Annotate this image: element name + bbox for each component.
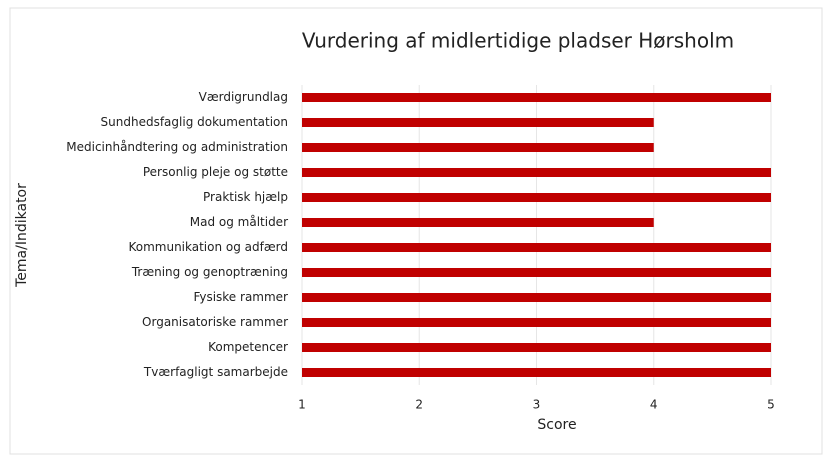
- bar: [302, 143, 654, 152]
- y-tick-label: Sundhedsfaglig dokumentation: [101, 115, 288, 129]
- y-tick-label: Værdigrundlag: [199, 90, 288, 104]
- y-tick-label: Praktisk hjælp: [203, 190, 288, 204]
- bar: [302, 93, 771, 102]
- chart-title: Vurdering af midlertidige pladser Hørsho…: [302, 29, 734, 53]
- x-axis-label: Score: [537, 417, 576, 433]
- bar: [302, 243, 771, 252]
- bar: [302, 168, 771, 177]
- bar: [302, 218, 654, 227]
- x-tick-label: 1: [298, 398, 306, 412]
- bar: [302, 318, 771, 327]
- bar: [302, 193, 771, 202]
- y-tick-label: Fysiske rammer: [194, 290, 289, 304]
- bar: [302, 268, 771, 277]
- y-axis-label: Tema/Indikator: [14, 183, 30, 288]
- bar: [302, 343, 771, 352]
- x-tick-label: 5: [767, 398, 775, 412]
- chart-frame: [9, 7, 823, 455]
- y-tick-label: Mad og måltider: [190, 215, 288, 229]
- x-tick-label: 4: [650, 398, 658, 412]
- bar: [302, 293, 771, 302]
- y-tick-label: Kompetencer: [208, 340, 288, 354]
- x-tick-label: 3: [533, 398, 541, 412]
- bar: [302, 118, 654, 127]
- y-tick-label: Træning og genoptræning: [131, 265, 288, 279]
- bar: [302, 368, 771, 377]
- y-tick-label: Organisatoriske rammer: [142, 315, 288, 329]
- y-tick-label: Medicinhåndtering og administration: [66, 140, 288, 154]
- y-tick-label: Personlig pleje og støtte: [143, 165, 288, 179]
- x-tick-label: 2: [415, 398, 423, 412]
- y-tick-label: Tværfagligt samarbejde: [143, 365, 288, 379]
- y-tick-label: Kommunikation og adfærd: [128, 240, 288, 254]
